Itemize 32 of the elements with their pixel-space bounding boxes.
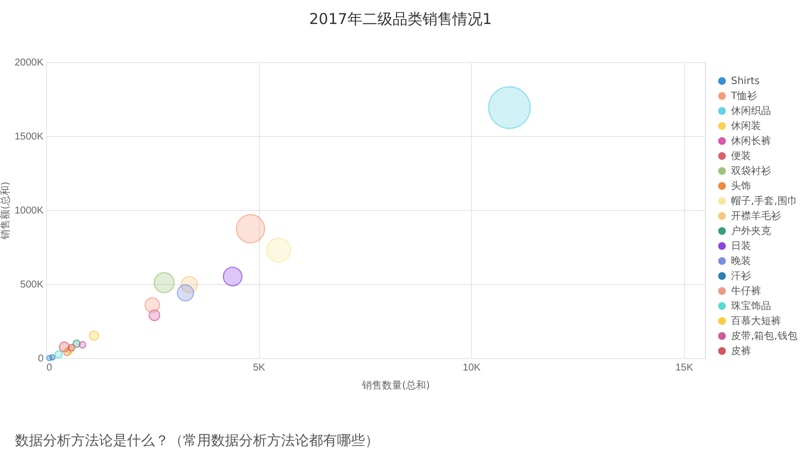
legend-label: 休闲织品 xyxy=(731,105,771,117)
legend-label: 晚装 xyxy=(731,255,751,267)
y-tick-label: 2000K xyxy=(14,58,44,68)
chart-title: 2017年二级品类销售情况1 xyxy=(309,10,492,28)
legend-label: 珠宝饰品 xyxy=(731,300,771,312)
x-tick-label: 5K xyxy=(252,362,266,374)
legend-label: 皮裤 xyxy=(731,345,751,357)
text: 数据分析方法论是什么？（常用数据分析方法论都有哪些） xyxy=(15,433,379,449)
legend-label: 开襟羊毛衫 xyxy=(731,210,781,222)
x-tick-label: 15K xyxy=(675,362,694,374)
legend-label: 便装 xyxy=(731,150,751,162)
legend-label: 头饰 xyxy=(731,180,751,192)
legend-label: 休闲长裤 xyxy=(731,135,771,147)
legend-label: 百慕大短裤 xyxy=(731,315,781,327)
legend-label: 双袋衬衫 xyxy=(731,165,771,177)
legend-label: T恤衫 xyxy=(730,90,758,102)
x-tick-label: 0 xyxy=(46,362,52,374)
y-tick-label: 500K xyxy=(20,280,44,290)
y-tick-label: 1500K xyxy=(14,132,44,142)
y-tick-label: 0 xyxy=(38,354,44,364)
y-axis-title: 销售额(总和) xyxy=(0,182,12,240)
legend-label: 户外夹克 xyxy=(731,225,771,237)
legend-label: 皮带,箱包,钱包 xyxy=(731,330,798,342)
x-tick-label: 10K xyxy=(462,362,481,374)
legend-label: 日装 xyxy=(731,240,751,252)
legend-label: 汗衫 xyxy=(731,270,751,282)
legend-label: 帽子,手套,围巾 xyxy=(731,195,798,207)
y-tick-label: 1000K xyxy=(14,206,44,216)
legend-label: Shirts xyxy=(731,76,760,87)
legend-label: 休闲装 xyxy=(731,120,761,132)
x-axis-title: 销售数量(总和) xyxy=(361,380,430,392)
legend-label: 牛仔裤 xyxy=(731,285,761,297)
